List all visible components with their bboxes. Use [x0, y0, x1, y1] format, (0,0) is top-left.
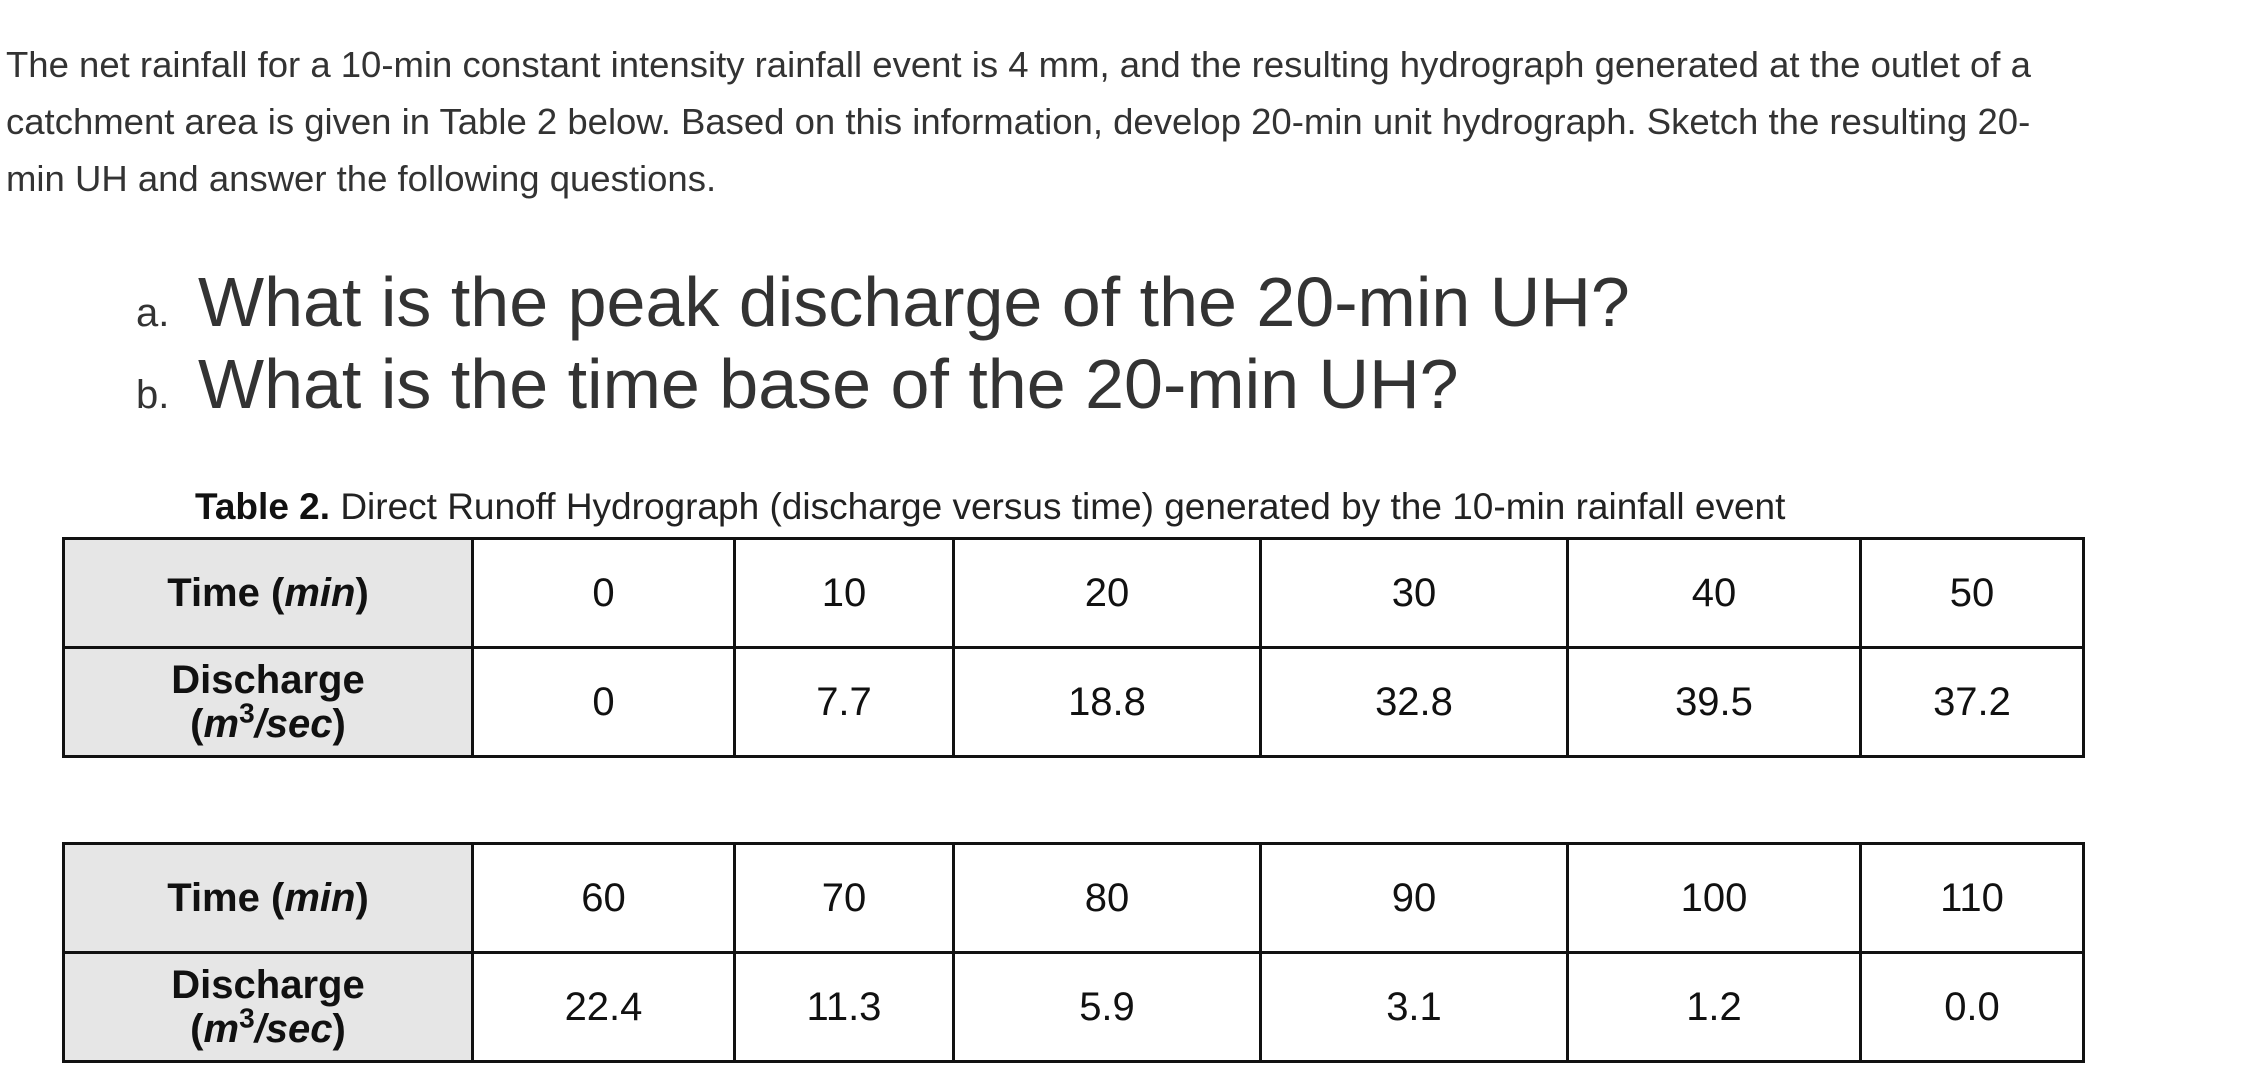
table-row: Discharge (m3/sec) 0 7.7 18.8 32.8 39.5 3…: [62, 646, 2085, 758]
discharge-header: Discharge (m3/sec): [62, 646, 474, 758]
time-header: Time (min): [62, 537, 474, 649]
time-cell: 90: [1259, 842, 1569, 954]
time-cell: 110: [1859, 842, 2085, 954]
hydrograph-table-2: Time (min) 60 70 80 90 100 110 Discharge…: [62, 842, 2085, 1063]
hydrograph-table-1: Time (min) 0 10 20 30 40 50 Discharge (m3…: [62, 537, 2085, 758]
time-cell: 20: [952, 537, 1262, 649]
discharge-cell: 39.5: [1566, 646, 1862, 758]
time-cell: 70: [733, 842, 955, 954]
question-b: b. What is the time base of the 20-min U…: [136, 344, 1630, 426]
question-text: What is the peak discharge of the 20-min…: [198, 263, 1630, 341]
time-header: Time (min): [62, 842, 474, 954]
discharge-cell: 0: [471, 646, 736, 758]
problem-statement: The net rainfall for a 10-min constant i…: [6, 36, 2246, 207]
table-caption: Table 2. Direct Runoff Hydrograph (disch…: [195, 486, 1785, 528]
question-list: a. What is the peak discharge of the 20-…: [136, 262, 1630, 426]
time-cell: 40: [1566, 537, 1862, 649]
discharge-cell: 3.1: [1259, 951, 1569, 1063]
problem-line-2: catchment area is given in Table 2 below…: [6, 101, 2031, 142]
table-caption-text: Direct Runoff Hydrograph (discharge vers…: [340, 486, 1786, 527]
discharge-cell: 32.8: [1259, 646, 1569, 758]
time-cell: 50: [1859, 537, 2085, 649]
problem-line-3: min UH and answer the following question…: [6, 158, 717, 199]
question-letter: a.: [136, 291, 170, 335]
discharge-cell: 18.8: [952, 646, 1262, 758]
discharge-cell: 37.2: [1859, 646, 2085, 758]
time-cell: 100: [1566, 842, 1862, 954]
question-letter: b.: [136, 373, 170, 417]
discharge-cell: 7.7: [733, 646, 955, 758]
table-row: Time (min) 60 70 80 90 100 110: [62, 842, 2085, 954]
table-row: Time (min) 0 10 20 30 40 50: [62, 537, 2085, 649]
problem-line-1: The net rainfall for a 10-min constant i…: [6, 44, 2031, 85]
time-cell: 60: [471, 842, 736, 954]
discharge-cell: 5.9: [952, 951, 1262, 1063]
discharge-cell: 11.3: [733, 951, 955, 1063]
question-a: a. What is the peak discharge of the 20-…: [136, 262, 1630, 344]
discharge-cell: 22.4: [471, 951, 736, 1063]
time-cell: 0: [471, 537, 736, 649]
table-row: Discharge (m3/sec) 22.4 11.3 5.9 3.1 1.2 …: [62, 951, 2085, 1063]
question-text: What is the time base of the 20-min UH?: [198, 345, 1459, 423]
time-cell: 10: [733, 537, 955, 649]
discharge-cell: 1.2: [1566, 951, 1862, 1063]
table-caption-label: Table 2.: [195, 486, 331, 527]
discharge-cell: 0.0: [1859, 951, 2085, 1063]
time-cell: 80: [952, 842, 1262, 954]
discharge-header: Discharge (m3/sec): [62, 951, 474, 1063]
time-cell: 30: [1259, 537, 1569, 649]
